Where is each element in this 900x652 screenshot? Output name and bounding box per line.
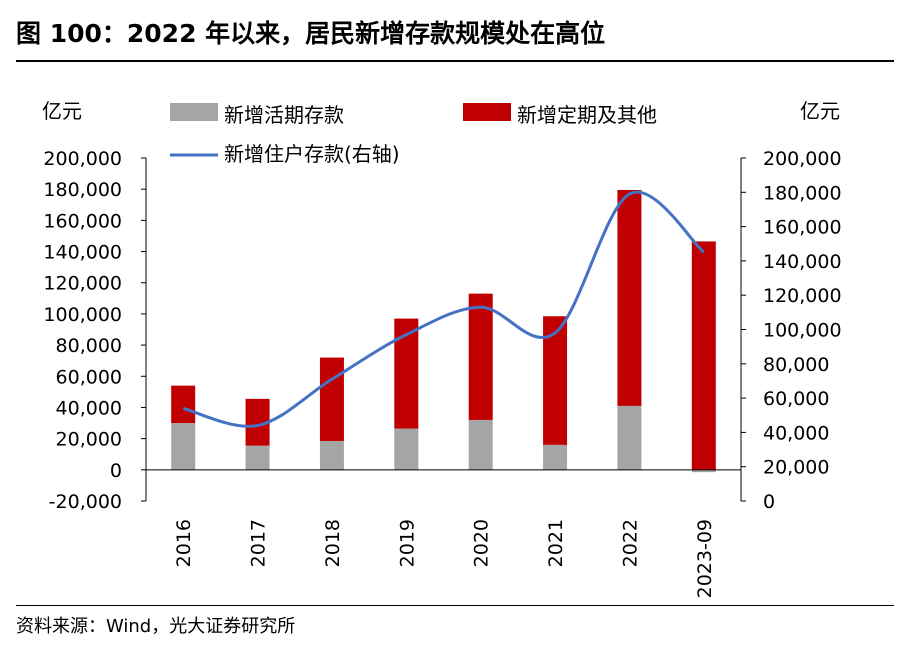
right-tick-label: 140,000 — [763, 251, 842, 273]
bar-demand-2021 — [543, 444, 568, 470]
right-tick-label: 60,000 — [763, 388, 829, 410]
left-axis-unit: 亿元 — [42, 99, 82, 123]
bar-time-2022 — [617, 189, 642, 406]
line-series — [182, 190, 705, 428]
right-tick-label: 40,000 — [763, 422, 829, 444]
x-tick-label: 2021 — [545, 519, 567, 567]
left-tick-label: 60,000 — [56, 366, 122, 388]
x-tick-label: 2018 — [322, 519, 344, 567]
right-axis: 200,000 180,000 160,000 140,000 120,000 100,0… — [740, 99, 842, 513]
bar-demand-2020 — [468, 419, 493, 470]
bar-time-2023-09 — [691, 241, 716, 470]
right-tick-label: 100,000 — [763, 320, 842, 342]
legend-label-2: 新增住户存款(右轴) — [224, 142, 400, 166]
figure-title: 图 100：2022 年以来，居民新增存款规模处在高位 — [16, 19, 606, 48]
right-tick-label: 0 — [763, 491, 775, 513]
left-tick-label: 120,000 — [43, 273, 122, 295]
bar-demand-2022 — [617, 405, 642, 470]
bar-time-2018 — [319, 357, 344, 441]
bar-time-2019 — [394, 318, 419, 429]
bar-time-2020 — [468, 293, 493, 420]
x-tick-label: 2022 — [619, 519, 641, 567]
bar-time-2016 — [171, 385, 196, 424]
legend-swatch-1 — [463, 103, 511, 121]
x-tick-label: 2016 — [173, 519, 195, 567]
right-tick-label: 200,000 — [763, 148, 842, 170]
left-tick-label: 80,000 — [56, 335, 122, 357]
chart: 200,000 180,000 160,000 140,000 120,000 100,0… — [42, 99, 842, 598]
right-tick-label: 120,000 — [763, 285, 842, 307]
legend-swatch-0 — [170, 103, 218, 121]
bars — [146, 189, 741, 473]
left-axis: 200,000 180,000 160,000 140,000 120,000 100,0… — [42, 99, 147, 513]
x-tick-label: 2017 — [248, 519, 270, 567]
right-tick-label: 20,000 — [763, 457, 829, 479]
left-tick-label: 140,000 — [43, 242, 122, 264]
x-axis: 2016 2017 2018 2019 2020 2021 2022 2023-09 — [173, 519, 716, 598]
right-tick-label: 180,000 — [763, 182, 842, 204]
bar-demand-2023-09 — [691, 469, 716, 473]
bar-demand-2017 — [245, 445, 270, 470]
left-tick-label: 160,000 — [43, 210, 122, 232]
x-tick-label: 2019 — [396, 519, 418, 567]
bar-demand-2016 — [171, 423, 196, 470]
right-axis-unit: 亿元 — [800, 99, 840, 123]
bar-demand-2018 — [319, 440, 344, 470]
household-deposit-line — [182, 190, 705, 428]
source-rule — [16, 605, 894, 606]
legend-label-1: 新增定期及其他 — [517, 103, 657, 127]
source-note: 资料来源：Wind，光大证券研究所 — [16, 616, 296, 637]
right-tick-label: 80,000 — [763, 354, 829, 376]
legend-label-0: 新增活期存款 — [224, 103, 344, 127]
left-tick-label: 40,000 — [56, 397, 122, 419]
left-tick-label: 20,000 — [56, 429, 122, 451]
left-tick-label: 200,000 — [43, 148, 122, 170]
x-tick-label: 2020 — [471, 519, 493, 567]
left-tick-label: 100,000 — [43, 304, 122, 326]
title-rule — [16, 60, 894, 62]
x-tick-label: 2023-09 — [694, 519, 716, 598]
bar-demand-2019 — [394, 428, 419, 470]
left-tick-label: 0 — [110, 460, 122, 482]
right-tick-label: 160,000 — [763, 217, 842, 239]
left-tick-label: -20,000 — [49, 491, 122, 513]
left-tick-label: 180,000 — [43, 179, 122, 201]
